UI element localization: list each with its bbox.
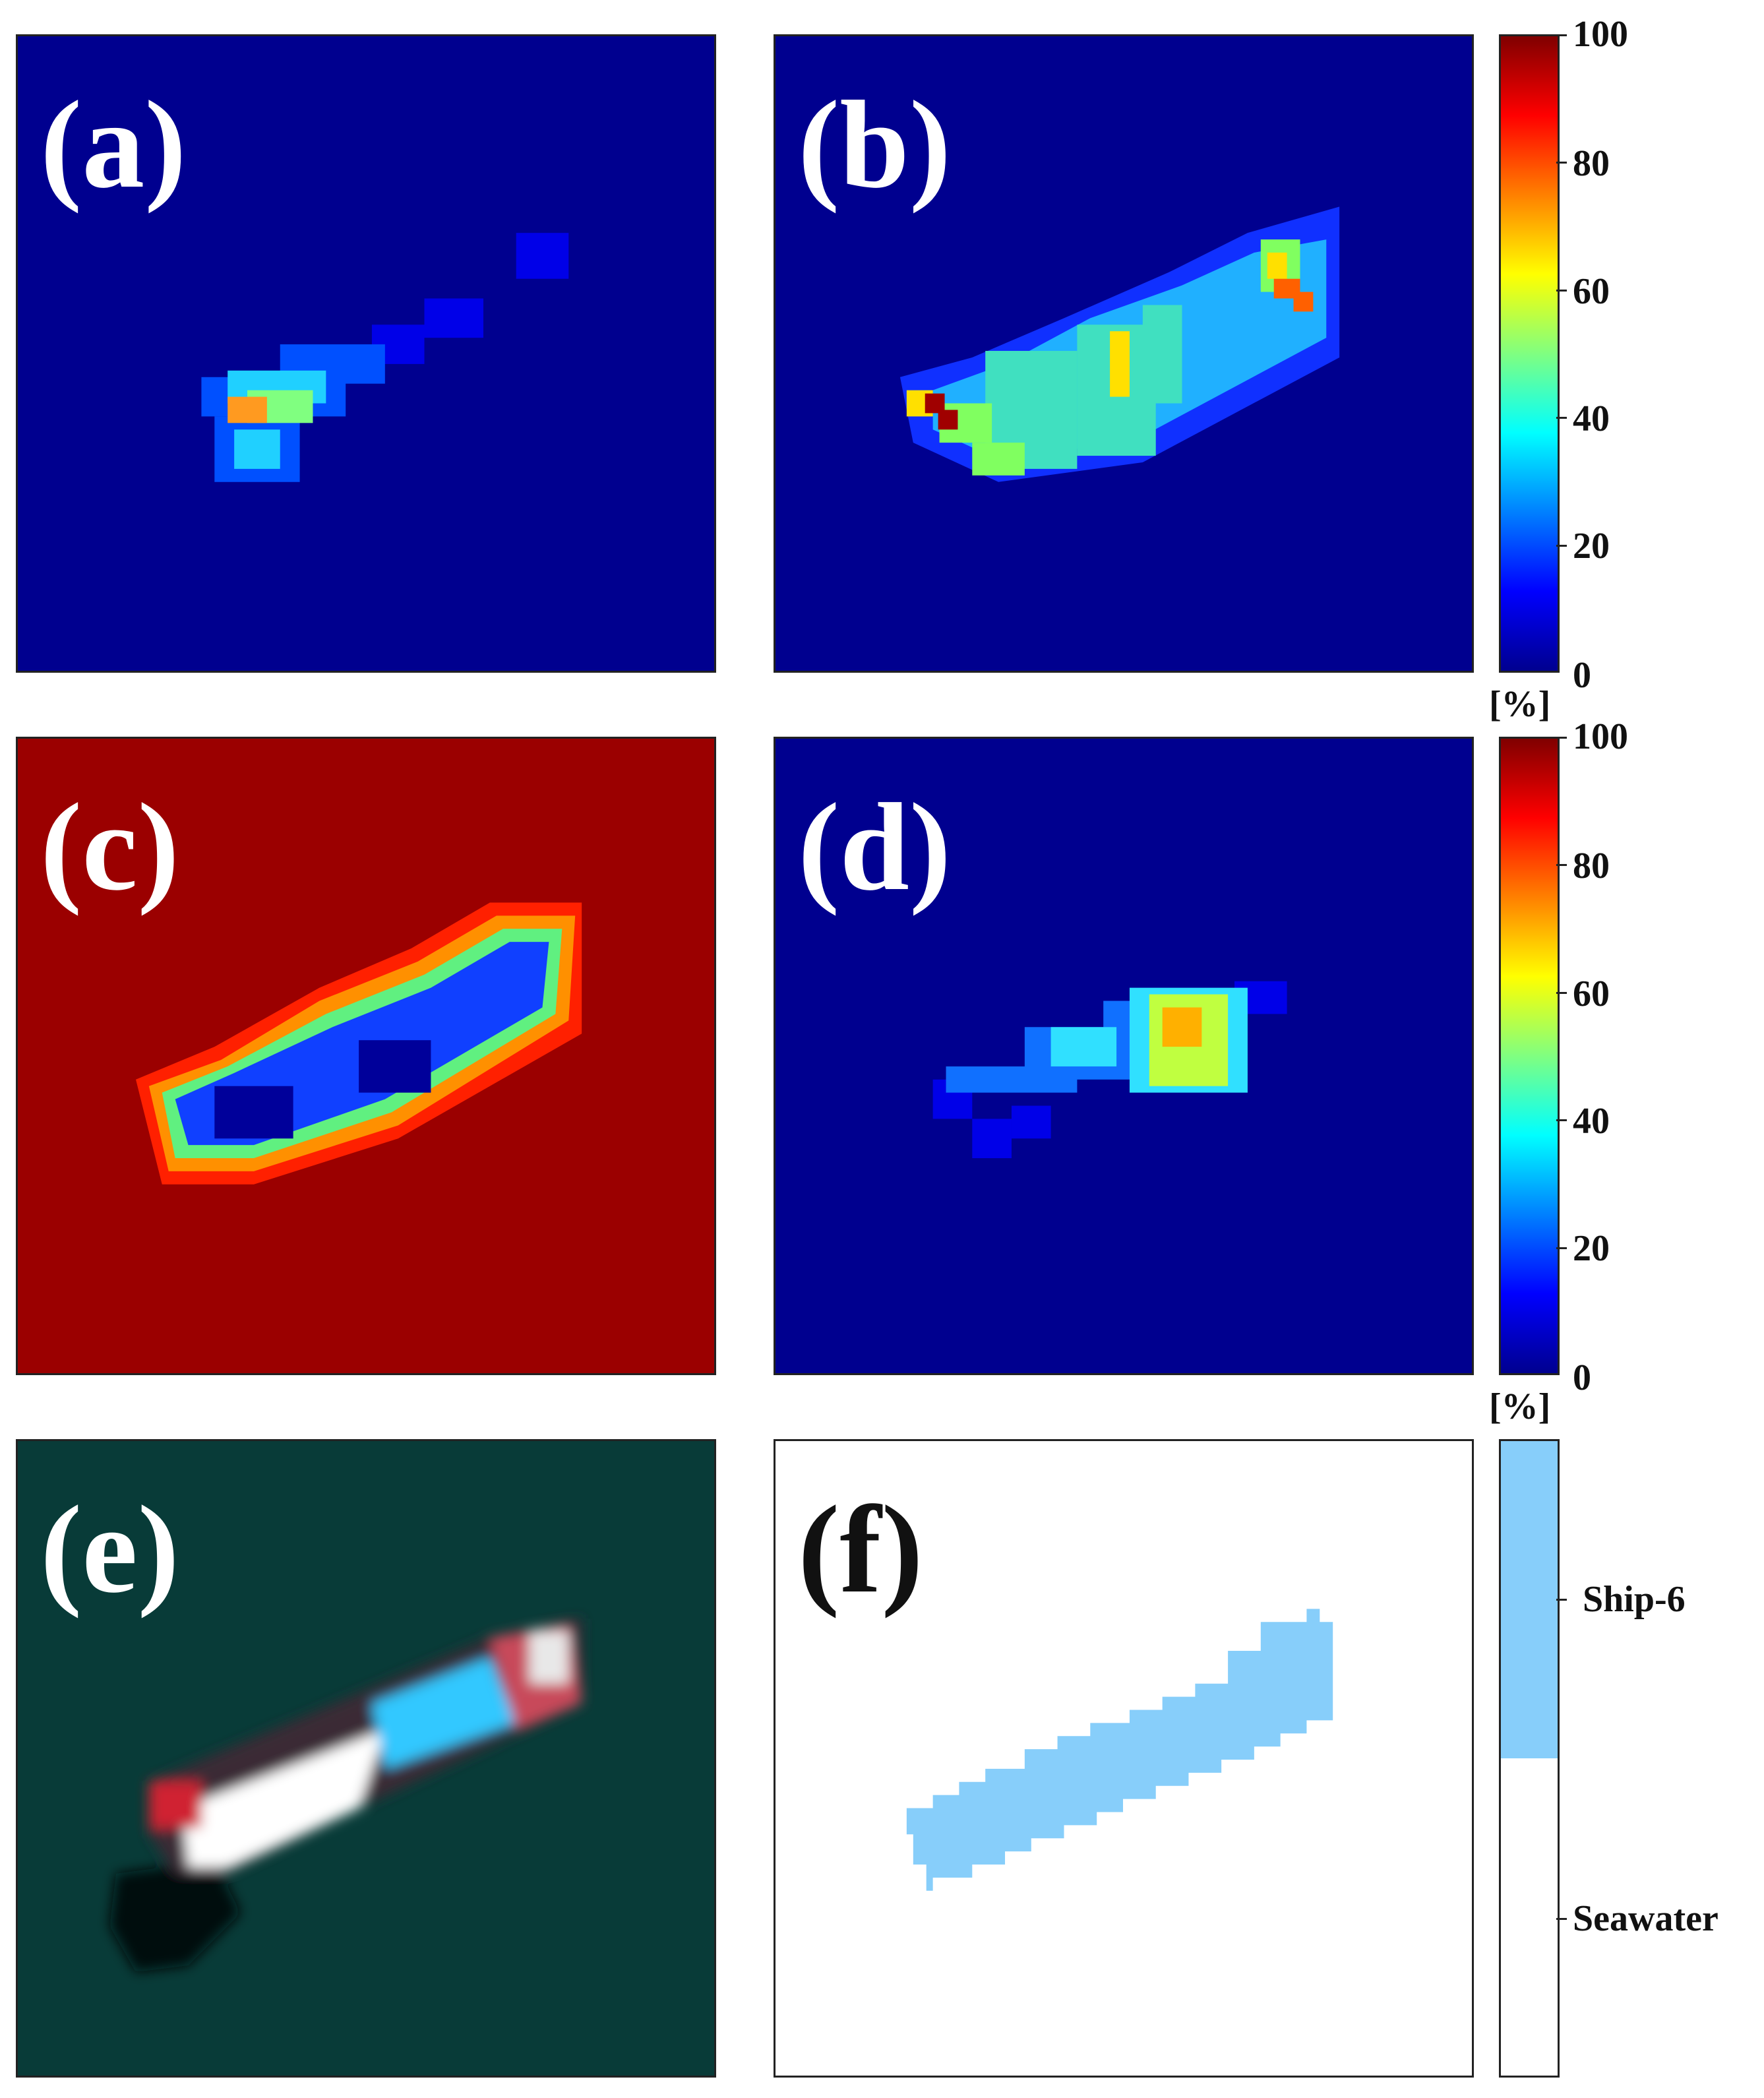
colorbar-middle-tick-20 (1556, 1247, 1567, 1249)
class-label-ship: Ship-6 (1583, 1579, 1686, 1620)
class-tick-ship (1556, 1599, 1567, 1601)
class-swatch-ship (1501, 1441, 1558, 1758)
colorbar-middle-label-0: 0 (1573, 1357, 1591, 1398)
panel-label-b: (b) (798, 76, 952, 214)
colorbar-middle-tick-80 (1556, 864, 1567, 866)
classification-map-f: (f) (774, 1439, 1474, 2078)
colorbar-top-label-100: 100 (1573, 14, 1628, 55)
colorbar-middle-label-20: 20 (1573, 1228, 1610, 1269)
panel-label-a: (a) (40, 76, 187, 214)
panel-label-e: (e) (40, 1481, 179, 1619)
colorbar-middle-tick-40 (1556, 1119, 1567, 1121)
colorbar-top (1499, 34, 1560, 673)
ship-region (906, 1609, 1333, 1891)
abundance-map-d-image (776, 739, 1472, 1373)
colorbar-top-label-80: 80 (1573, 143, 1610, 184)
colorbar-middle-label-80: 80 (1573, 846, 1610, 886)
panel-label-f: (f) (798, 1481, 923, 1619)
colorbar-middle (1499, 737, 1560, 1375)
true-color-image-e: (e) (16, 1439, 716, 2078)
colorbar-middle-tick-60 (1556, 992, 1567, 994)
colorbar-top-label-60: 60 (1573, 271, 1610, 312)
class-legend-bar (1499, 1439, 1560, 2078)
colorbar-top-tick-20 (1556, 545, 1567, 547)
panel-label-d: (d) (798, 778, 952, 917)
colorbar-top-unit: [%] (1489, 684, 1551, 725)
colorbar-middle-tick-100 (1556, 737, 1567, 739)
colorbar-middle-label-40: 40 (1573, 1101, 1610, 1142)
class-swatch-seawater (1501, 1758, 1558, 2076)
abundance-map-d: (d) (774, 737, 1474, 1375)
classification-map-f-image (776, 1441, 1472, 2076)
colorbar-top-label-0: 0 (1573, 655, 1591, 696)
colorbar-middle-unit: [%] (1489, 1386, 1551, 1427)
colorbar-top-tick-100 (1556, 34, 1567, 36)
true-color-image-e-image (18, 1441, 714, 2076)
abundance-map-c-image (18, 739, 714, 1373)
abundance-map-a-image (18, 36, 714, 671)
colorbar-top-label-40: 40 (1573, 398, 1610, 439)
abundance-map-b-image (776, 36, 1472, 671)
colorbar-middle-label-100: 100 (1573, 716, 1628, 757)
panel-label-c: (c) (40, 778, 179, 917)
class-label-seawater: Seawater (1573, 1898, 1718, 1939)
colorbar-top-tick-60 (1556, 290, 1567, 292)
colorbar-top-tick-40 (1556, 417, 1567, 419)
class-tick-seawater (1556, 1918, 1567, 1920)
abundance-map-b: (b) (774, 34, 1474, 673)
colorbar-middle-label-60: 60 (1573, 973, 1610, 1014)
colorbar-top-label-20: 20 (1573, 526, 1610, 567)
abundance-map-c: (c) (16, 737, 716, 1375)
abundance-map-a: (a) (16, 34, 716, 673)
colorbar-top-tick-80 (1556, 162, 1567, 164)
